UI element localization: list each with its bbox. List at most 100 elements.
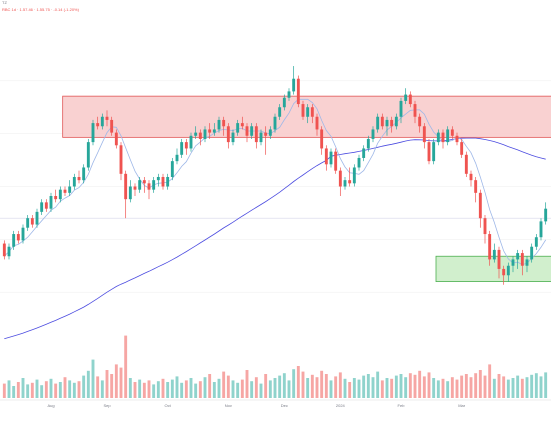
volume-bar <box>21 378 25 398</box>
volume-bar <box>296 366 300 398</box>
candle-body <box>222 119 226 127</box>
candle-body <box>530 246 534 260</box>
candle-body <box>110 119 114 133</box>
candle-body <box>343 180 347 187</box>
volume-bar <box>264 374 268 398</box>
support-zone <box>435 255 551 282</box>
candle-body <box>264 132 268 136</box>
candle-body <box>516 253 520 260</box>
candle-body <box>380 116 384 127</box>
volume-bar <box>348 382 352 398</box>
volume-bar <box>68 380 72 398</box>
candle-body <box>86 142 90 168</box>
candle-body <box>455 135 459 143</box>
candle-body <box>184 142 188 149</box>
candle-body <box>315 116 319 130</box>
x-tick-label: Sep <box>103 403 111 408</box>
volume-bar <box>357 379 361 398</box>
candle-body <box>259 132 263 143</box>
candle-body <box>189 135 193 149</box>
volume-bar <box>7 380 11 398</box>
candle-body <box>483 218 487 235</box>
volume-bar <box>54 383 58 398</box>
volume-bar <box>390 378 394 398</box>
volume-bar <box>250 381 254 398</box>
x-tick-label: Aug <box>47 403 54 408</box>
volume-bar <box>511 378 515 398</box>
candle-body <box>301 104 305 117</box>
volume-bar <box>282 373 286 398</box>
volume-bar <box>245 370 249 398</box>
candle-body <box>278 107 282 117</box>
candle-body <box>63 189 67 193</box>
candle-body <box>525 259 529 266</box>
candle-body <box>310 107 314 117</box>
candle-body <box>217 119 221 130</box>
candle-body <box>352 167 356 184</box>
volume-bar <box>474 373 478 398</box>
volume-bar <box>72 382 76 398</box>
candle-body <box>478 192 482 219</box>
candle-body <box>362 148 366 158</box>
candle-body <box>488 234 492 260</box>
candle-body <box>394 116 398 127</box>
quote-line: RBC 1d · 1.57.46 · 1.55.75 · -0.14 (-1.2… <box>2 7 79 12</box>
volume-bar <box>544 372 548 398</box>
candle-body <box>534 237 538 247</box>
x-tick-label: Mar <box>458 403 466 408</box>
volume-bar <box>380 380 384 398</box>
volume-bar <box>236 382 240 398</box>
volume-bar <box>138 379 142 398</box>
volume-bar <box>147 380 151 398</box>
volume-bar <box>352 378 356 398</box>
candle-body <box>147 183 151 190</box>
volume-bar <box>446 381 450 398</box>
volume-bar <box>287 380 291 398</box>
candle-body <box>338 170 342 187</box>
candle-body <box>469 173 473 181</box>
candle-body <box>180 142 184 155</box>
moving-average-long <box>4 137 546 340</box>
volume-bar <box>240 379 244 398</box>
volume-bar <box>152 384 156 398</box>
candle-body <box>422 126 426 143</box>
candle-body <box>506 265 510 276</box>
volume-bar <box>100 380 104 398</box>
candle-body <box>35 211 39 225</box>
candle-body <box>68 186 72 193</box>
candle-body <box>128 186 132 200</box>
candle-body <box>226 126 230 143</box>
symbol-label: TZ <box>2 0 7 5</box>
volume-bar <box>506 379 510 398</box>
candle-body <box>418 116 422 127</box>
volume-bar <box>432 378 436 398</box>
candle-body <box>72 176 76 187</box>
candle-body <box>12 234 16 247</box>
volume-bar <box>12 386 16 398</box>
candle-body <box>156 176 160 181</box>
volume-bar <box>292 369 296 398</box>
volume-bar <box>525 377 529 398</box>
candle-body <box>502 268 506 276</box>
volume-bar <box>194 383 198 398</box>
volume-bar <box>418 370 422 398</box>
candle-body <box>520 253 524 266</box>
volume-bar <box>44 381 48 398</box>
candle-body <box>390 119 394 127</box>
candle-body <box>2 243 6 257</box>
candle-body <box>194 132 198 136</box>
volume-bar <box>254 377 258 398</box>
volume-bar <box>460 375 464 398</box>
volume-bar <box>324 374 328 398</box>
candle-body <box>119 145 123 174</box>
volume-bar <box>469 377 473 398</box>
candle-body <box>371 129 375 139</box>
candle-body <box>166 176 170 187</box>
volume-bar <box>217 378 221 398</box>
volume-bar <box>124 335 128 398</box>
candle-body <box>427 142 431 162</box>
volume-bar <box>203 377 207 398</box>
volume-bar <box>478 370 482 398</box>
